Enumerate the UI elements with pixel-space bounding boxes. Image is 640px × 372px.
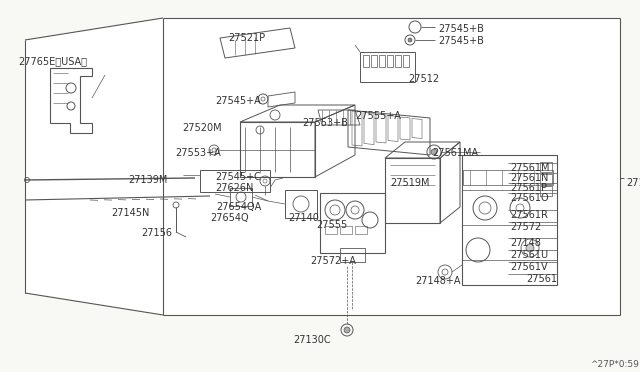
Text: 27654Q: 27654Q [210,213,248,223]
Bar [325,226,337,234]
Text: 27561P: 27561P [510,183,547,193]
Text: 27148+A: 27148+A [415,276,461,286]
Bar [403,55,409,67]
Bar [285,190,317,218]
Bar [387,55,393,67]
Text: 27139M: 27139M [128,175,168,185]
Bar [540,174,552,184]
Text: 27520M: 27520M [182,123,221,133]
Text: 27130C: 27130C [293,335,331,345]
Text: 27521P: 27521P [228,33,265,43]
Bar [540,162,552,172]
Bar [240,122,315,177]
Text: 27561M: 27561M [510,163,550,173]
Bar [379,55,385,67]
Bar [385,158,440,223]
Circle shape [526,244,534,252]
Text: 27512: 27512 [408,74,439,84]
Text: ^27P*0:59: ^27P*0:59 [590,360,639,369]
Polygon shape [25,18,163,315]
Text: 27765E〈USA〉: 27765E〈USA〉 [18,56,87,66]
Text: 27572: 27572 [510,222,541,232]
Bar [163,18,620,315]
Text: 27545+B: 27545+B [438,36,484,46]
Text: 27148: 27148 [510,238,541,248]
Bar [395,55,401,67]
Bar [463,170,553,185]
Text: 27545+C: 27545+C [215,172,261,182]
Text: 27561O: 27561O [510,193,548,203]
Bar [320,193,385,253]
Text: 27553+A: 27553+A [175,148,221,158]
Bar [200,170,270,192]
Text: 27145N: 27145N [111,208,149,218]
Bar [363,55,369,67]
Bar [340,226,352,234]
Text: 27561MA: 27561MA [432,148,478,158]
Text: 27140: 27140 [288,213,319,223]
Text: 27555+A: 27555+A [355,111,401,121]
Text: 27654QA: 27654QA [216,202,261,212]
Text: 27561V: 27561V [510,262,548,272]
Bar [540,186,552,196]
Circle shape [431,149,437,155]
Text: 27561R: 27561R [510,210,548,220]
Text: 27555: 27555 [316,220,348,230]
Bar [371,55,377,67]
Text: 27130: 27130 [626,178,640,188]
Bar [462,155,557,285]
Text: 27156: 27156 [141,228,172,238]
Bar [360,52,415,82]
Text: 27572+A: 27572+A [310,256,356,266]
Circle shape [344,327,350,333]
Circle shape [408,38,412,42]
Text: 27561: 27561 [526,274,557,284]
Text: 27545+B: 27545+B [438,24,484,34]
Bar [230,188,252,206]
Bar [355,226,367,234]
Text: 27553+B: 27553+B [302,118,348,128]
Text: 27519M: 27519M [390,178,429,188]
Text: 27561N: 27561N [510,173,548,183]
Text: 27561U: 27561U [510,250,548,260]
Text: 27626N: 27626N [215,183,253,193]
Text: 27545+A: 27545+A [215,96,260,106]
